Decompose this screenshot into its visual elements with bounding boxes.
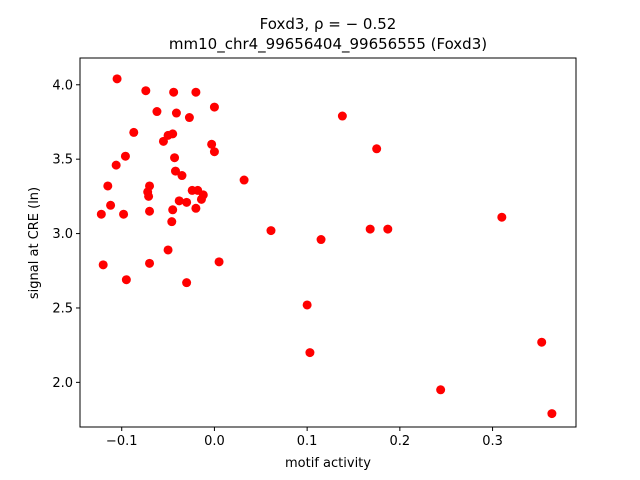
data-point	[129, 127, 139, 137]
data-point	[436, 385, 446, 395]
data-point	[302, 300, 312, 310]
data-point	[196, 194, 206, 204]
data-point	[96, 209, 106, 219]
data-point	[207, 139, 217, 149]
data-point	[169, 87, 179, 97]
data-point	[365, 224, 375, 234]
data-point	[168, 205, 178, 215]
data-point	[174, 196, 184, 206]
x-tick-label: 0.2	[390, 434, 411, 449]
data-point	[209, 147, 219, 157]
data-point	[121, 275, 131, 285]
data-point	[191, 203, 201, 213]
data-point	[177, 171, 187, 181]
data-points	[96, 74, 557, 419]
y-axis-label: signal at CRE (ln)	[27, 187, 42, 299]
y-tick-label: 4.0	[52, 78, 73, 93]
x-tick-label: −0.1	[106, 434, 138, 449]
x-tick-label: 0.1	[297, 434, 318, 449]
data-point	[239, 175, 249, 185]
data-point	[182, 278, 192, 288]
x-axis-ticks: −0.1 0.0 0.1 0.2 0.3	[106, 427, 503, 449]
data-point	[98, 260, 108, 270]
data-point	[141, 86, 151, 96]
data-point	[152, 107, 162, 117]
data-point	[120, 151, 130, 161]
data-point	[214, 257, 224, 267]
y-axis-ticks: 2.0 2.5 3.0 3.5 4.0	[52, 78, 80, 391]
data-point	[537, 337, 547, 347]
data-point	[163, 245, 173, 255]
data-point	[144, 191, 154, 201]
chart-title-line1: Foxd3, ρ = − 0.52	[260, 15, 397, 33]
data-point	[547, 409, 557, 419]
x-tick-label: 0.3	[482, 434, 503, 449]
data-point	[372, 144, 382, 154]
data-point	[167, 217, 177, 227]
plot-frame	[79, 57, 577, 428]
data-point	[145, 206, 155, 216]
data-point	[106, 200, 116, 210]
data-point	[316, 235, 326, 245]
data-point	[170, 166, 180, 176]
data-point	[112, 74, 122, 84]
data-point	[171, 108, 181, 118]
data-point	[170, 153, 180, 163]
data-point	[119, 209, 129, 219]
data-point	[168, 129, 178, 139]
data-point	[337, 111, 347, 121]
data-point	[266, 226, 276, 236]
y-tick-label: 2.0	[52, 376, 73, 391]
data-point	[184, 113, 194, 123]
data-point	[209, 102, 219, 112]
data-point	[145, 258, 155, 268]
data-point	[103, 181, 113, 191]
data-point	[182, 197, 192, 207]
y-tick-label: 2.5	[52, 301, 73, 316]
x-axis-label: motif activity	[285, 456, 371, 471]
y-tick-label: 3.0	[52, 227, 73, 242]
data-point	[111, 160, 121, 170]
chart-title-line2: mm10_chr4_99656404_99656555 (Foxd3)	[169, 35, 487, 54]
data-point	[158, 136, 168, 146]
y-tick-label: 3.5	[52, 153, 73, 168]
data-point	[383, 224, 393, 234]
data-point	[191, 87, 201, 97]
data-point	[305, 348, 315, 358]
x-tick-label: 0.0	[204, 434, 225, 449]
data-point	[497, 212, 507, 222]
